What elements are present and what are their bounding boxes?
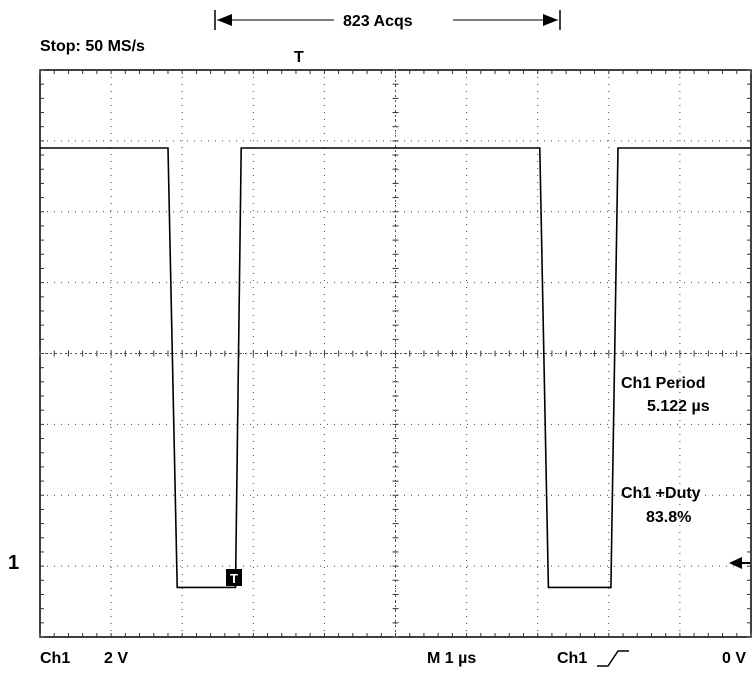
arrow-right-icon xyxy=(543,14,558,26)
footer-channel: Ch1 xyxy=(40,650,71,667)
trigger-point-marker: T xyxy=(226,569,242,586)
measurement-duty-value: 83.8% xyxy=(646,509,692,526)
measurement-period-value: 5.122 µs xyxy=(647,398,710,415)
footer-trigger-level: 0 V xyxy=(722,650,747,667)
channel-1-ground-marker: 1 xyxy=(8,552,20,574)
waveform-line xyxy=(40,147,751,589)
acquisition-count: 823 Acqs xyxy=(343,13,413,30)
footer-volts-per-div: 2 V xyxy=(104,650,129,667)
trigger-position-marker: T xyxy=(294,49,304,66)
footer-trigger-source: Ch1 xyxy=(557,650,588,667)
trigger-level-arrow-icon xyxy=(729,557,742,569)
measurement-period-label: Ch1 Period xyxy=(621,375,706,392)
measurement-duty-label: Ch1 +Duty xyxy=(621,485,701,502)
trigger-marker-label: T xyxy=(230,571,238,586)
arrow-left-icon xyxy=(217,14,232,26)
acquisition-status: Stop: 50 MS/s xyxy=(40,38,145,55)
rising-edge-icon xyxy=(597,650,629,667)
acquisition-span-indicator xyxy=(214,10,561,30)
footer-timebase: M 1 µs xyxy=(427,650,477,667)
channel-1-trace xyxy=(40,147,751,589)
graticule xyxy=(39,69,752,638)
